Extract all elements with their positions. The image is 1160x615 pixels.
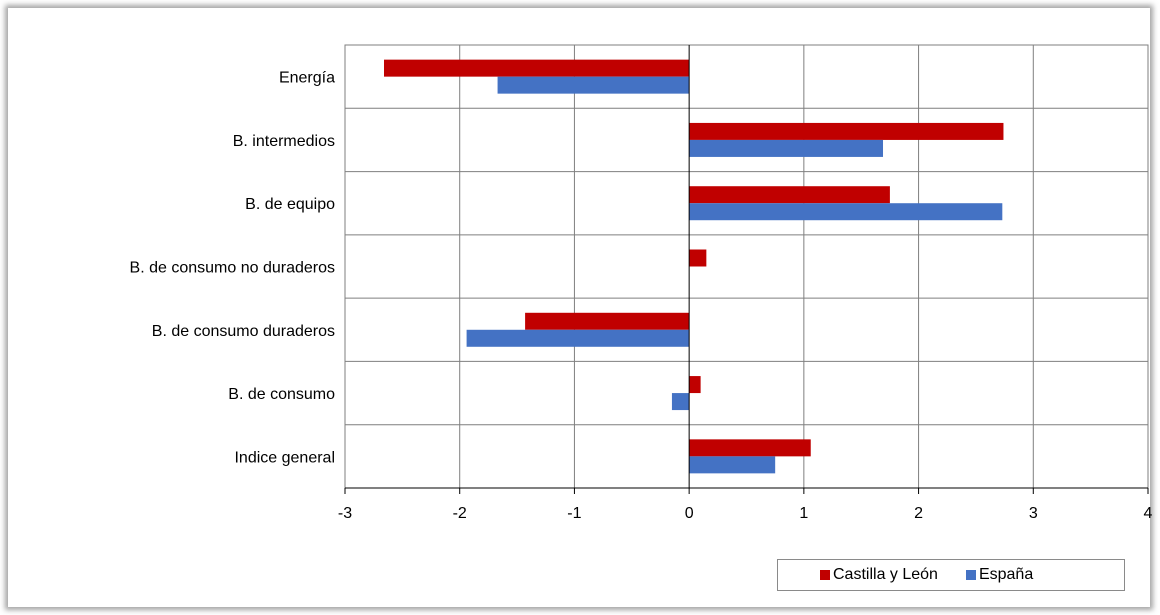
legend-swatch-series-0 — [820, 570, 830, 580]
category-label: B. de equipo — [245, 196, 335, 213]
x-tick-label: 1 — [799, 505, 808, 522]
bar-castilla-y-leon — [689, 439, 811, 457]
bar-espana — [497, 76, 690, 94]
x-tick-label: -3 — [338, 505, 352, 522]
plot-area-border — [344, 44, 1149, 489]
bar-espana — [689, 139, 884, 157]
x-tick-label: -1 — [567, 505, 581, 522]
x-tick-label: 4 — [1144, 505, 1153, 522]
legend-label-series-0: Castilla y León — [833, 566, 938, 583]
x-tick-label: 3 — [1029, 505, 1038, 522]
legend-swatch-series-1 — [965, 570, 976, 580]
bar-castilla-y-leon — [384, 59, 690, 77]
legend-item-series-1: España — [965, 566, 1034, 584]
bar-espana — [466, 329, 690, 347]
bars-layer — [384, 59, 1004, 474]
category-label: B. intermedios — [233, 133, 335, 150]
bar-espana — [671, 393, 690, 411]
bar-espana — [689, 203, 1003, 221]
category-label: B. de consumo duraderos — [152, 323, 335, 340]
bar-castilla-y-leon — [689, 376, 701, 394]
category-label: B. de consumo — [228, 386, 335, 403]
bar-castilla-y-leon — [525, 312, 690, 330]
bar-castilla-y-leon — [689, 122, 1004, 140]
legend-label-series-1: España — [978, 566, 1034, 583]
category-label: Energía — [279, 70, 335, 87]
labels-layer: -3 -2 -1 0 1 2 3 4 Energía B. intermedios B. de eq… — [130, 70, 1153, 522]
axis-layer — [344, 45, 1149, 494]
x-tick-label: 0 — [685, 505, 694, 522]
x-tick-label: 2 — [914, 505, 923, 522]
bar-castilla-y-leon — [689, 249, 707, 267]
bar-espana — [689, 456, 776, 474]
bar-castilla-y-leon — [689, 186, 890, 204]
category-label: Indice general — [234, 449, 335, 466]
grid-layer — [344, 44, 1149, 489]
legend-item-series-0: Castilla y León — [820, 566, 938, 584]
category-label: B. de consumo no duraderos — [130, 260, 335, 277]
x-tick-label: -2 — [453, 505, 467, 522]
chart-legend: Castilla y León España — [777, 559, 1125, 591]
